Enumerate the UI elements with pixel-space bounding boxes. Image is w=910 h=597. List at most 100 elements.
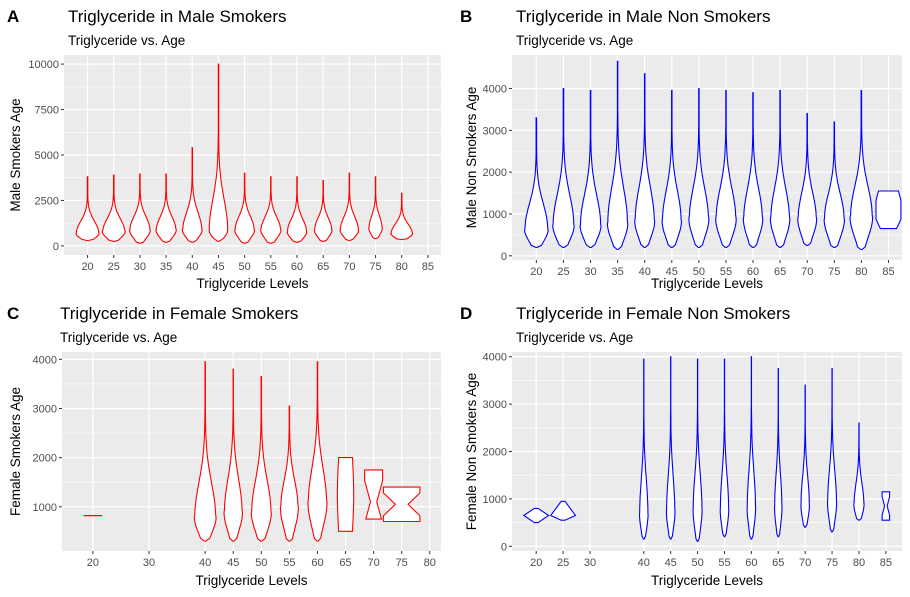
x-tick-label: 75 [396, 557, 408, 569]
x-tick-label: 55 [265, 261, 277, 273]
violin-30 [128, 173, 151, 244]
violin-65 [336, 457, 355, 532]
x-tick-label: 20 [530, 557, 542, 569]
x-tick-label: 30 [584, 557, 596, 569]
violin-80 [390, 192, 414, 241]
x-tick-label: 60 [291, 261, 303, 273]
x-tick-label: 55 [720, 266, 732, 278]
chart-subtitle: Triglyceride vs. Age [60, 330, 177, 345]
violin-65 [773, 368, 783, 538]
violin-65 [313, 179, 333, 242]
x-tick-label: 40 [638, 557, 650, 569]
violin-40 [193, 361, 217, 542]
y-tick-label: 0 [501, 251, 507, 263]
x-tick-label: 70 [801, 266, 813, 278]
violin-70 [800, 384, 810, 528]
violin-60 [742, 92, 764, 248]
x-tick-label: 80 [855, 266, 867, 278]
chart-title: Triglyceride in Male Non Smokers [516, 7, 770, 26]
violin-55 [715, 90, 737, 248]
violin-60 [307, 361, 328, 542]
violin-40 [634, 73, 656, 248]
chart-subtitle: Triglyceride vs. Age [516, 33, 633, 48]
violin-25 [552, 87, 575, 248]
x-tick-label: 60 [745, 557, 757, 569]
violin-75 [368, 176, 383, 240]
x-tick-label: 50 [255, 557, 267, 569]
y-axis-label: Female Smokers Age [8, 387, 23, 516]
x-tick-label: 20 [530, 266, 542, 278]
violin-50 [692, 358, 703, 543]
y-tick-label: 1000 [483, 494, 507, 506]
violin-25 [101, 174, 126, 242]
violin-35 [606, 60, 629, 251]
x-tick-label: 70 [799, 557, 811, 569]
y-tick-label: 2000 [483, 167, 507, 179]
violin-85 [881, 491, 891, 521]
chart-title: Triglyceride in Female Smokers [60, 304, 298, 323]
violin-20 [75, 176, 100, 242]
chart-panel-C: C Triglyceride in Female Smokers Triglycer… [7, 304, 441, 588]
x-axis-label: Triglyceride Levels [651, 573, 763, 588]
violin-75 [823, 121, 846, 248]
violin-70 [364, 469, 384, 520]
x-tick-label: 55 [718, 557, 730, 569]
x-tick-label: 20 [87, 557, 99, 569]
x-tick-label: 75 [369, 261, 381, 273]
x-axis-label: Triglyceride Levels [196, 276, 308, 291]
y-tick-label: 4000 [483, 83, 507, 95]
violin-50 [688, 87, 710, 248]
x-tick-label: 65 [339, 557, 351, 569]
violin-50 [250, 376, 272, 542]
y-tick-label: 0 [501, 541, 507, 553]
violin-75 [382, 486, 421, 523]
x-tick-label: 45 [227, 557, 239, 569]
chart-subtitle: Triglyceride vs. Age [68, 33, 185, 48]
violin-70 [339, 172, 360, 242]
x-tick-label: 45 [665, 557, 677, 569]
violin-45 [208, 63, 229, 242]
chart-subtitle: Triglyceride vs. Age [516, 330, 633, 345]
x-tick-label: 25 [108, 261, 120, 273]
y-tick-label: 5000 [35, 150, 59, 162]
x-tick-label: 65 [772, 557, 784, 569]
x-tick-label: 60 [311, 557, 323, 569]
violin-80 [849, 90, 874, 251]
violin-layer [523, 60, 902, 251]
chart-panel-A: A Triglyceride in Male Smokers Triglycerid… [7, 7, 441, 291]
violin-80 [853, 422, 865, 521]
violin-65 [769, 90, 791, 248]
x-tick-label: 70 [367, 557, 379, 569]
x-tick-label: 75 [826, 557, 838, 569]
x-tick-label: 50 [239, 261, 251, 273]
violin-30 [579, 90, 602, 248]
x-tick-label: 40 [199, 557, 211, 569]
violin-50 [234, 172, 256, 244]
x-tick-label: 65 [774, 266, 786, 278]
y-tick-label: 3000 [483, 125, 507, 137]
violin-45 [665, 356, 676, 540]
violin-85 [875, 190, 902, 230]
x-tick-label: 30 [584, 266, 596, 278]
x-tick-label: 30 [143, 557, 155, 569]
chart-title: Triglyceride in Male Smokers [68, 7, 287, 26]
y-axis-label: Male Non Smokers Age [464, 87, 479, 229]
chart-title: Triglyceride in Female Non Smokers [516, 304, 790, 323]
violin-45 [661, 90, 683, 248]
y-tick-label: 7500 [35, 105, 59, 117]
panel-tag: B [460, 7, 472, 26]
x-tick-label: 40 [186, 261, 198, 273]
x-tick-label: 35 [160, 261, 172, 273]
violin-55 [260, 176, 282, 244]
violin-layer [83, 361, 421, 542]
violin-45 [223, 368, 244, 542]
x-tick-label: 20 [81, 261, 93, 273]
x-tick-label: 85 [880, 557, 892, 569]
x-tick-label: 65 [317, 261, 329, 273]
violin-25 [549, 500, 577, 521]
panel-tag: A [7, 7, 19, 26]
x-tick-label: 55 [283, 557, 295, 569]
y-tick-label: 1000 [483, 209, 507, 221]
x-tick-label: 85 [882, 266, 894, 278]
